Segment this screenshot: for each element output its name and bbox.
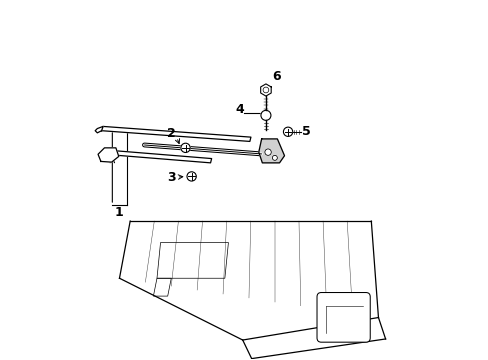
Polygon shape xyxy=(104,150,211,163)
Circle shape xyxy=(261,111,270,120)
Text: 4: 4 xyxy=(235,103,244,117)
Circle shape xyxy=(186,172,196,181)
Polygon shape xyxy=(95,126,103,133)
FancyBboxPatch shape xyxy=(316,293,369,342)
Polygon shape xyxy=(98,148,119,162)
Text: 2: 2 xyxy=(166,127,175,140)
Circle shape xyxy=(283,127,292,136)
Text: 6: 6 xyxy=(272,70,281,83)
Circle shape xyxy=(263,87,268,93)
Polygon shape xyxy=(102,126,250,141)
Circle shape xyxy=(181,143,190,153)
Text: 1: 1 xyxy=(114,206,123,219)
Polygon shape xyxy=(260,84,271,96)
Circle shape xyxy=(272,156,277,160)
Text: 3: 3 xyxy=(166,171,175,184)
Text: 5: 5 xyxy=(301,125,310,138)
Circle shape xyxy=(264,149,271,156)
Polygon shape xyxy=(258,139,284,163)
